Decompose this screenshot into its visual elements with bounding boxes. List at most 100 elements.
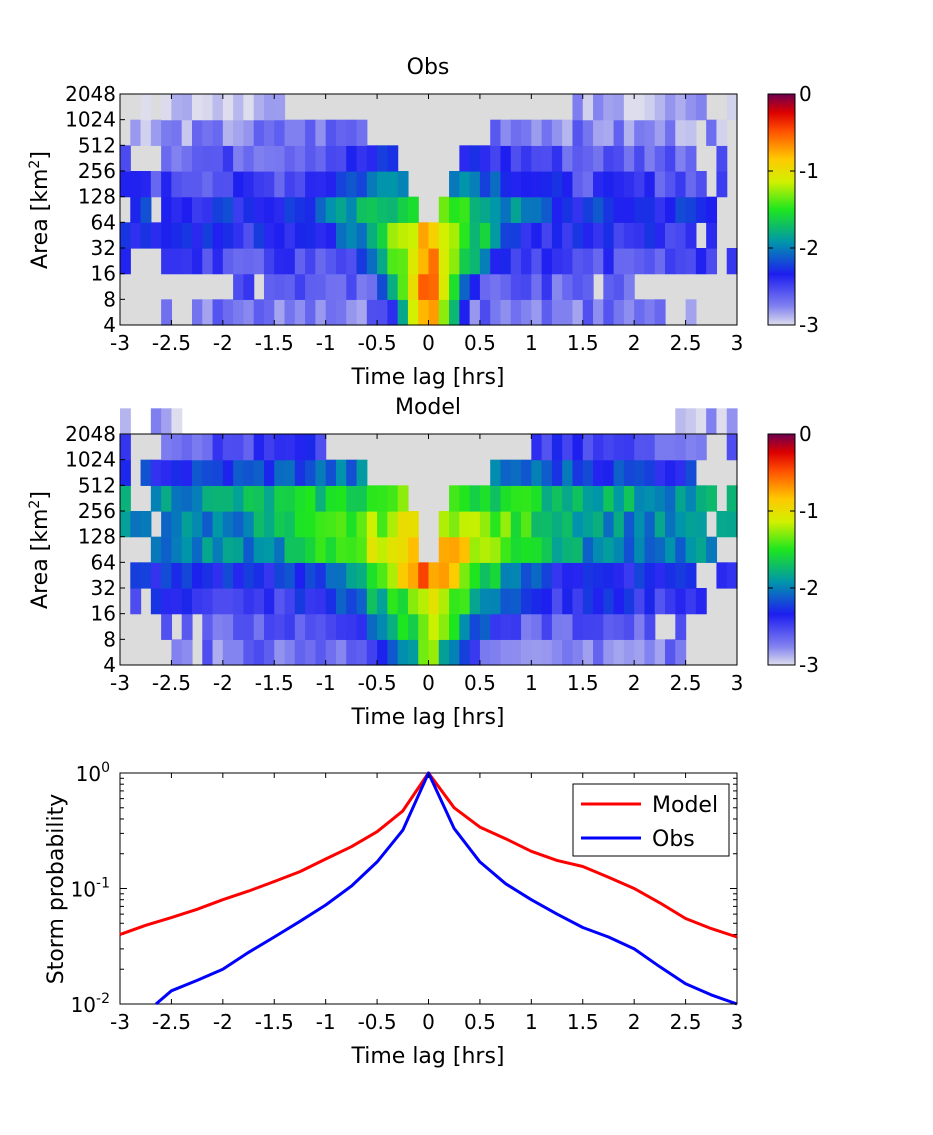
line-x-axis-label: Time lag [hrs] [350, 1044, 504, 1069]
obs-heatmap-cell [593, 171, 604, 198]
model-heatmap-cell [500, 459, 512, 486]
model-heatmap-cell [510, 613, 522, 640]
obs-heatmap-cells [120, 94, 738, 326]
obs-heatmap-cell [377, 171, 388, 198]
model-y-tick-label: 1024 [65, 448, 116, 472]
obs-heatmap-cell [387, 145, 399, 172]
model-heatmap-cell [449, 562, 460, 589]
model-heatmap-cell [181, 613, 193, 640]
model-heatmap-cell [603, 459, 615, 486]
model-heatmap-cell [634, 613, 646, 640]
obs-heatmap-cell [449, 222, 460, 249]
model-heatmap-cell [356, 485, 368, 512]
model-heatmap-cell [490, 613, 502, 640]
obs-heatmap-cell [593, 119, 604, 146]
obs-heatmap-cell [593, 196, 604, 223]
obs-heatmap-cell [418, 299, 430, 326]
obs-heatmap-cell [284, 145, 296, 172]
model-heatmap-cell [623, 459, 635, 486]
model-heatmap-cell [521, 511, 532, 538]
obs-heatmap-cell [274, 94, 286, 121]
obs-heatmap-cell [130, 119, 142, 146]
model-heatmap-cell [479, 639, 491, 666]
obs-heatmap-cell [490, 119, 502, 146]
obs-heatmap-cell [521, 222, 532, 249]
obs-y-tick-label: 64 [91, 210, 116, 234]
obs-heatmap-cell [407, 222, 419, 249]
model-heatmap-cell [521, 613, 532, 640]
obs-heatmap-cell [438, 248, 450, 275]
model-heatmap-cell [541, 485, 553, 512]
model-heatmap-cell [120, 408, 131, 435]
model-heatmap-cell [284, 434, 296, 461]
model-heatmap-cell [212, 459, 224, 486]
model-heatmap-cell [294, 536, 306, 563]
obs-y-tick-label: 8 [103, 287, 116, 311]
obs-heatmap-cell [161, 145, 173, 172]
model-heatmap-cell [490, 588, 502, 615]
model-heatmap-cell [161, 485, 173, 512]
obs-heatmap-cell [407, 273, 419, 300]
model-heatmap-cell [418, 588, 430, 615]
obs-heatmap-cell [130, 196, 142, 223]
model-heatmap-cell [130, 562, 142, 589]
model-heatmap-cell [161, 562, 173, 589]
model-heatmap-cell [500, 511, 512, 538]
model-x-tick-label: 1 [525, 671, 538, 695]
model-heatmap-cell [335, 459, 347, 486]
model-heatmap-cell [531, 639, 543, 666]
obs-heatmap-cell [140, 94, 152, 121]
model-heatmap-cell [469, 511, 481, 538]
model-heatmap-cell [428, 613, 440, 640]
obs-heatmap-cell [294, 145, 306, 172]
obs-heatmap-cell [366, 222, 378, 249]
obs-x-tick-label: -3 [110, 331, 130, 355]
model-heatmap-cell [706, 408, 718, 435]
model-x-tick-label: 2.5 [670, 671, 702, 695]
obs-heatmap-cell [685, 248, 697, 275]
model-heatmap-cell [572, 562, 584, 589]
obs-heatmap-cell [531, 196, 543, 223]
obs-heatmap-cell [634, 196, 646, 223]
obs-heatmap-cell [613, 222, 625, 249]
obs-heatmap-cell [397, 171, 409, 198]
obs-y-label-sup: 2 [27, 160, 43, 169]
model-heatmap-cell [161, 536, 173, 563]
obs-heatmap-cell [263, 222, 275, 249]
model-heatmap-cell [665, 485, 676, 512]
obs-heatmap-cell [294, 248, 306, 275]
model-heatmap-cell [500, 485, 512, 512]
obs-heatmap-cell [140, 119, 152, 146]
model-heatmap-cell [510, 639, 522, 666]
model-heatmap-cell [562, 613, 574, 640]
obs-heatmap-cell [284, 273, 296, 300]
obs-heatmap-cell [613, 299, 625, 326]
obs-y-tick-label: 16 [91, 262, 116, 286]
model-heatmap-cell [706, 485, 718, 512]
obs-x-tick-label: -0.5 [358, 331, 397, 355]
obs-heatmap-cell [284, 119, 296, 146]
model-heatmap-cell [284, 588, 296, 615]
obs-heatmap-cell [335, 119, 347, 146]
model-heatmap-cell [459, 485, 471, 512]
obs-heatmap-cell [191, 196, 203, 223]
model-heatmap-cell [315, 639, 327, 666]
obs-heatmap-cell [479, 145, 491, 172]
obs-heatmap-cell [479, 222, 491, 249]
model-heatmap-cell [315, 536, 327, 563]
obs-heatmap-cell [274, 248, 286, 275]
obs-heatmap-cell [623, 145, 635, 172]
model-heatmap-cell [222, 588, 234, 615]
model-heatmap-cell [366, 613, 378, 640]
line-x-tick-label: -1 [316, 1010, 336, 1034]
model-heatmap-cell [675, 434, 687, 461]
obs-heatmap-cell [325, 273, 337, 300]
model-heatmap-cell [233, 485, 244, 512]
model-heatmap-cell [191, 536, 203, 563]
model-heatmap-cell [274, 562, 286, 589]
obs-heatmap-cell [407, 299, 419, 326]
model-heatmap-cell [346, 562, 358, 589]
model-heatmap-cell [212, 562, 224, 589]
model-heatmap-cell [171, 536, 183, 563]
model-heatmap-cell [551, 588, 563, 615]
